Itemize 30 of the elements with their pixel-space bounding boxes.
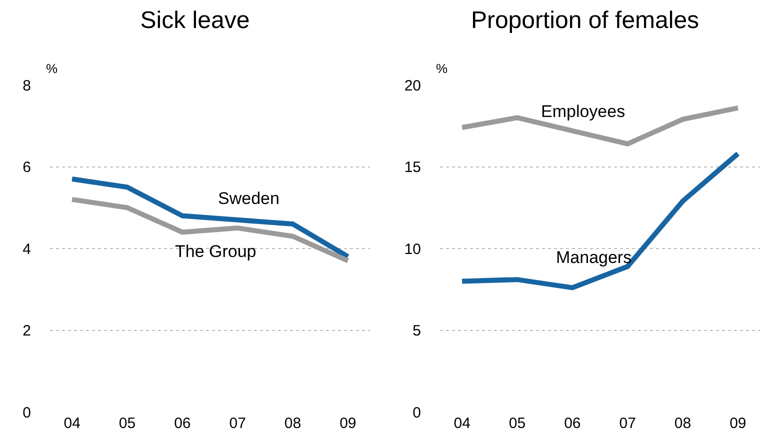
y-tick-label: 4 (22, 240, 31, 258)
x-tick-label: 05 (118, 415, 136, 432)
series-label: Sweden (218, 189, 280, 208)
x-tick-label: 08 (284, 415, 302, 432)
y-tick-label: 10 (404, 240, 421, 258)
series-label: Employees (541, 102, 626, 121)
y-tick-label: 2 (22, 322, 31, 340)
x-tick-label: 04 (454, 415, 470, 432)
x-tick-label: 06 (564, 415, 581, 432)
y-tick-label: 15 (404, 159, 421, 176)
y-axis-title: % (436, 61, 448, 76)
y-tick-label: 0 (412, 404, 421, 422)
series-label: The Group (175, 242, 256, 261)
x-tick-label: 08 (674, 415, 692, 432)
x-tick-label: 07 (229, 415, 246, 432)
y-tick-label: 5 (412, 322, 421, 340)
y-tick-label: 8 (22, 77, 31, 94)
chart-title: Proportion of females (470, 6, 700, 34)
chart-title: Sick leave (140, 6, 250, 34)
x-tick-label: 09 (340, 415, 356, 432)
y-tick-label: 6 (22, 159, 31, 176)
x-tick-label: 07 (619, 415, 636, 432)
y-axis-title: % (46, 61, 58, 76)
series-label: Managers (556, 248, 632, 267)
y-tick-label: 0 (22, 404, 31, 422)
x-tick-label: 09 (730, 415, 746, 432)
x-tick-label: 05 (508, 415, 526, 432)
y-tick-label: 20 (404, 77, 421, 94)
x-tick-label: 06 (174, 415, 191, 432)
x-tick-label: 04 (64, 415, 80, 432)
